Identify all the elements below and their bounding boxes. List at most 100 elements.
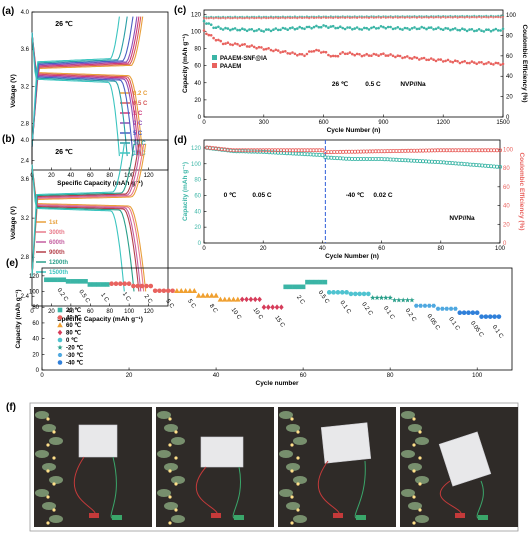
x-tick-label: 120 bbox=[144, 173, 155, 179]
ce-point bbox=[312, 16, 316, 20]
fairy-light bbox=[418, 430, 422, 434]
discharge-curve bbox=[31, 164, 140, 292]
ce-point bbox=[315, 16, 318, 19]
ce-point bbox=[296, 17, 299, 20]
ce-point bbox=[461, 16, 464, 19]
leaf bbox=[408, 463, 422, 471]
x-tick-label: 80 bbox=[437, 246, 444, 252]
capacity-point bbox=[317, 49, 321, 52]
capacity-point bbox=[377, 54, 380, 57]
rate-label: 0.2 C bbox=[404, 308, 418, 324]
capacity-point bbox=[494, 61, 498, 65]
rate-label: 8 C bbox=[208, 303, 219, 315]
temperature-annotation: 26 ℃ bbox=[55, 148, 73, 156]
y-tick-label: 2.4 bbox=[21, 159, 30, 165]
capacity-point bbox=[374, 27, 378, 30]
ce-point bbox=[324, 16, 328, 19]
capacity-point bbox=[451, 60, 455, 64]
data-marker bbox=[230, 296, 237, 302]
capacity-point bbox=[305, 25, 309, 29]
rate-label: 0.1 C bbox=[338, 300, 352, 316]
capacity-point bbox=[231, 27, 234, 31]
legend-label: 40 ℃ bbox=[66, 315, 81, 322]
legend-label: 600th bbox=[49, 240, 65, 246]
data-marker bbox=[453, 306, 458, 311]
capacity-point bbox=[296, 27, 299, 30]
ce-point bbox=[305, 16, 308, 19]
capacity-point bbox=[487, 28, 490, 32]
panel-c-long-cycling: 0 300 600 900 1200 15000204060801001200204060… bbox=[174, 5, 528, 134]
leaf bbox=[279, 450, 293, 458]
leaf bbox=[279, 489, 293, 497]
data-marker bbox=[279, 304, 284, 311]
x-tick-label: 1500 bbox=[496, 120, 510, 126]
capacity-point bbox=[343, 52, 347, 56]
data-marker bbox=[483, 314, 489, 319]
y-tick-label: 100 bbox=[191, 162, 202, 168]
capacity-point bbox=[444, 59, 447, 63]
capacity-point bbox=[281, 50, 285, 53]
capacity-point bbox=[317, 25, 321, 29]
y-tick-label: 2.8 bbox=[21, 255, 30, 261]
ce-point bbox=[241, 17, 244, 20]
capacity-point bbox=[473, 29, 476, 33]
capacity-point bbox=[209, 34, 213, 37]
ce-point bbox=[370, 16, 373, 19]
ce-point bbox=[406, 16, 409, 19]
capacity-point bbox=[300, 53, 304, 56]
capacity-point bbox=[475, 62, 479, 66]
discharge-curve bbox=[31, 32, 138, 157]
leaf bbox=[279, 411, 293, 419]
capacity-point bbox=[365, 26, 369, 30]
capacity-point bbox=[217, 38, 220, 42]
leaf bbox=[35, 411, 49, 419]
data-marker bbox=[248, 296, 254, 303]
rate-label: 5 C bbox=[164, 298, 175, 310]
data-marker bbox=[235, 296, 241, 302]
leaf bbox=[401, 411, 415, 419]
ce-point bbox=[458, 16, 461, 19]
ce-point bbox=[262, 16, 265, 19]
data-marker bbox=[457, 310, 463, 316]
ce-point bbox=[473, 16, 476, 19]
x-tick-label: 80 bbox=[106, 173, 113, 179]
fairy-light bbox=[46, 495, 50, 499]
rate-label: 0.2 C bbox=[56, 287, 70, 303]
data-marker bbox=[226, 296, 232, 302]
data-marker bbox=[387, 295, 393, 301]
condition-annotation: NVP//Na bbox=[449, 215, 475, 222]
capacity-point bbox=[262, 30, 266, 33]
y-tick-label: 120 bbox=[191, 146, 202, 152]
x-tick-label: 80 bbox=[106, 309, 113, 315]
data-marker bbox=[427, 303, 432, 308]
x-tick-label: 60 bbox=[300, 373, 307, 379]
capacity-point bbox=[403, 56, 407, 59]
capacity-point bbox=[336, 54, 340, 58]
data-marker bbox=[48, 277, 54, 283]
data-marker bbox=[404, 297, 411, 303]
capacity-point bbox=[432, 28, 435, 31]
y2-tick-label: 60 bbox=[506, 54, 513, 60]
data-marker bbox=[109, 281, 114, 286]
capacity-point bbox=[396, 54, 400, 57]
red-clip bbox=[455, 513, 465, 518]
capacity-point bbox=[410, 57, 414, 60]
ce-point bbox=[274, 16, 277, 19]
data-marker bbox=[217, 296, 224, 302]
photo-3 bbox=[278, 407, 396, 527]
capacity-point bbox=[360, 54, 364, 58]
capacity-point bbox=[382, 52, 385, 55]
capacity-point bbox=[324, 24, 328, 28]
capacity-point bbox=[489, 62, 493, 65]
y-tick-label: 20 bbox=[32, 352, 39, 358]
capacity-point bbox=[329, 55, 333, 58]
capacity-point bbox=[341, 51, 345, 54]
ce-point bbox=[346, 16, 349, 19]
data-marker bbox=[221, 296, 228, 302]
capacity-point bbox=[241, 27, 244, 31]
capacity-point bbox=[461, 27, 464, 31]
data-marker bbox=[131, 283, 136, 289]
pouch-cell bbox=[320, 422, 372, 464]
ce-point bbox=[248, 17, 251, 20]
